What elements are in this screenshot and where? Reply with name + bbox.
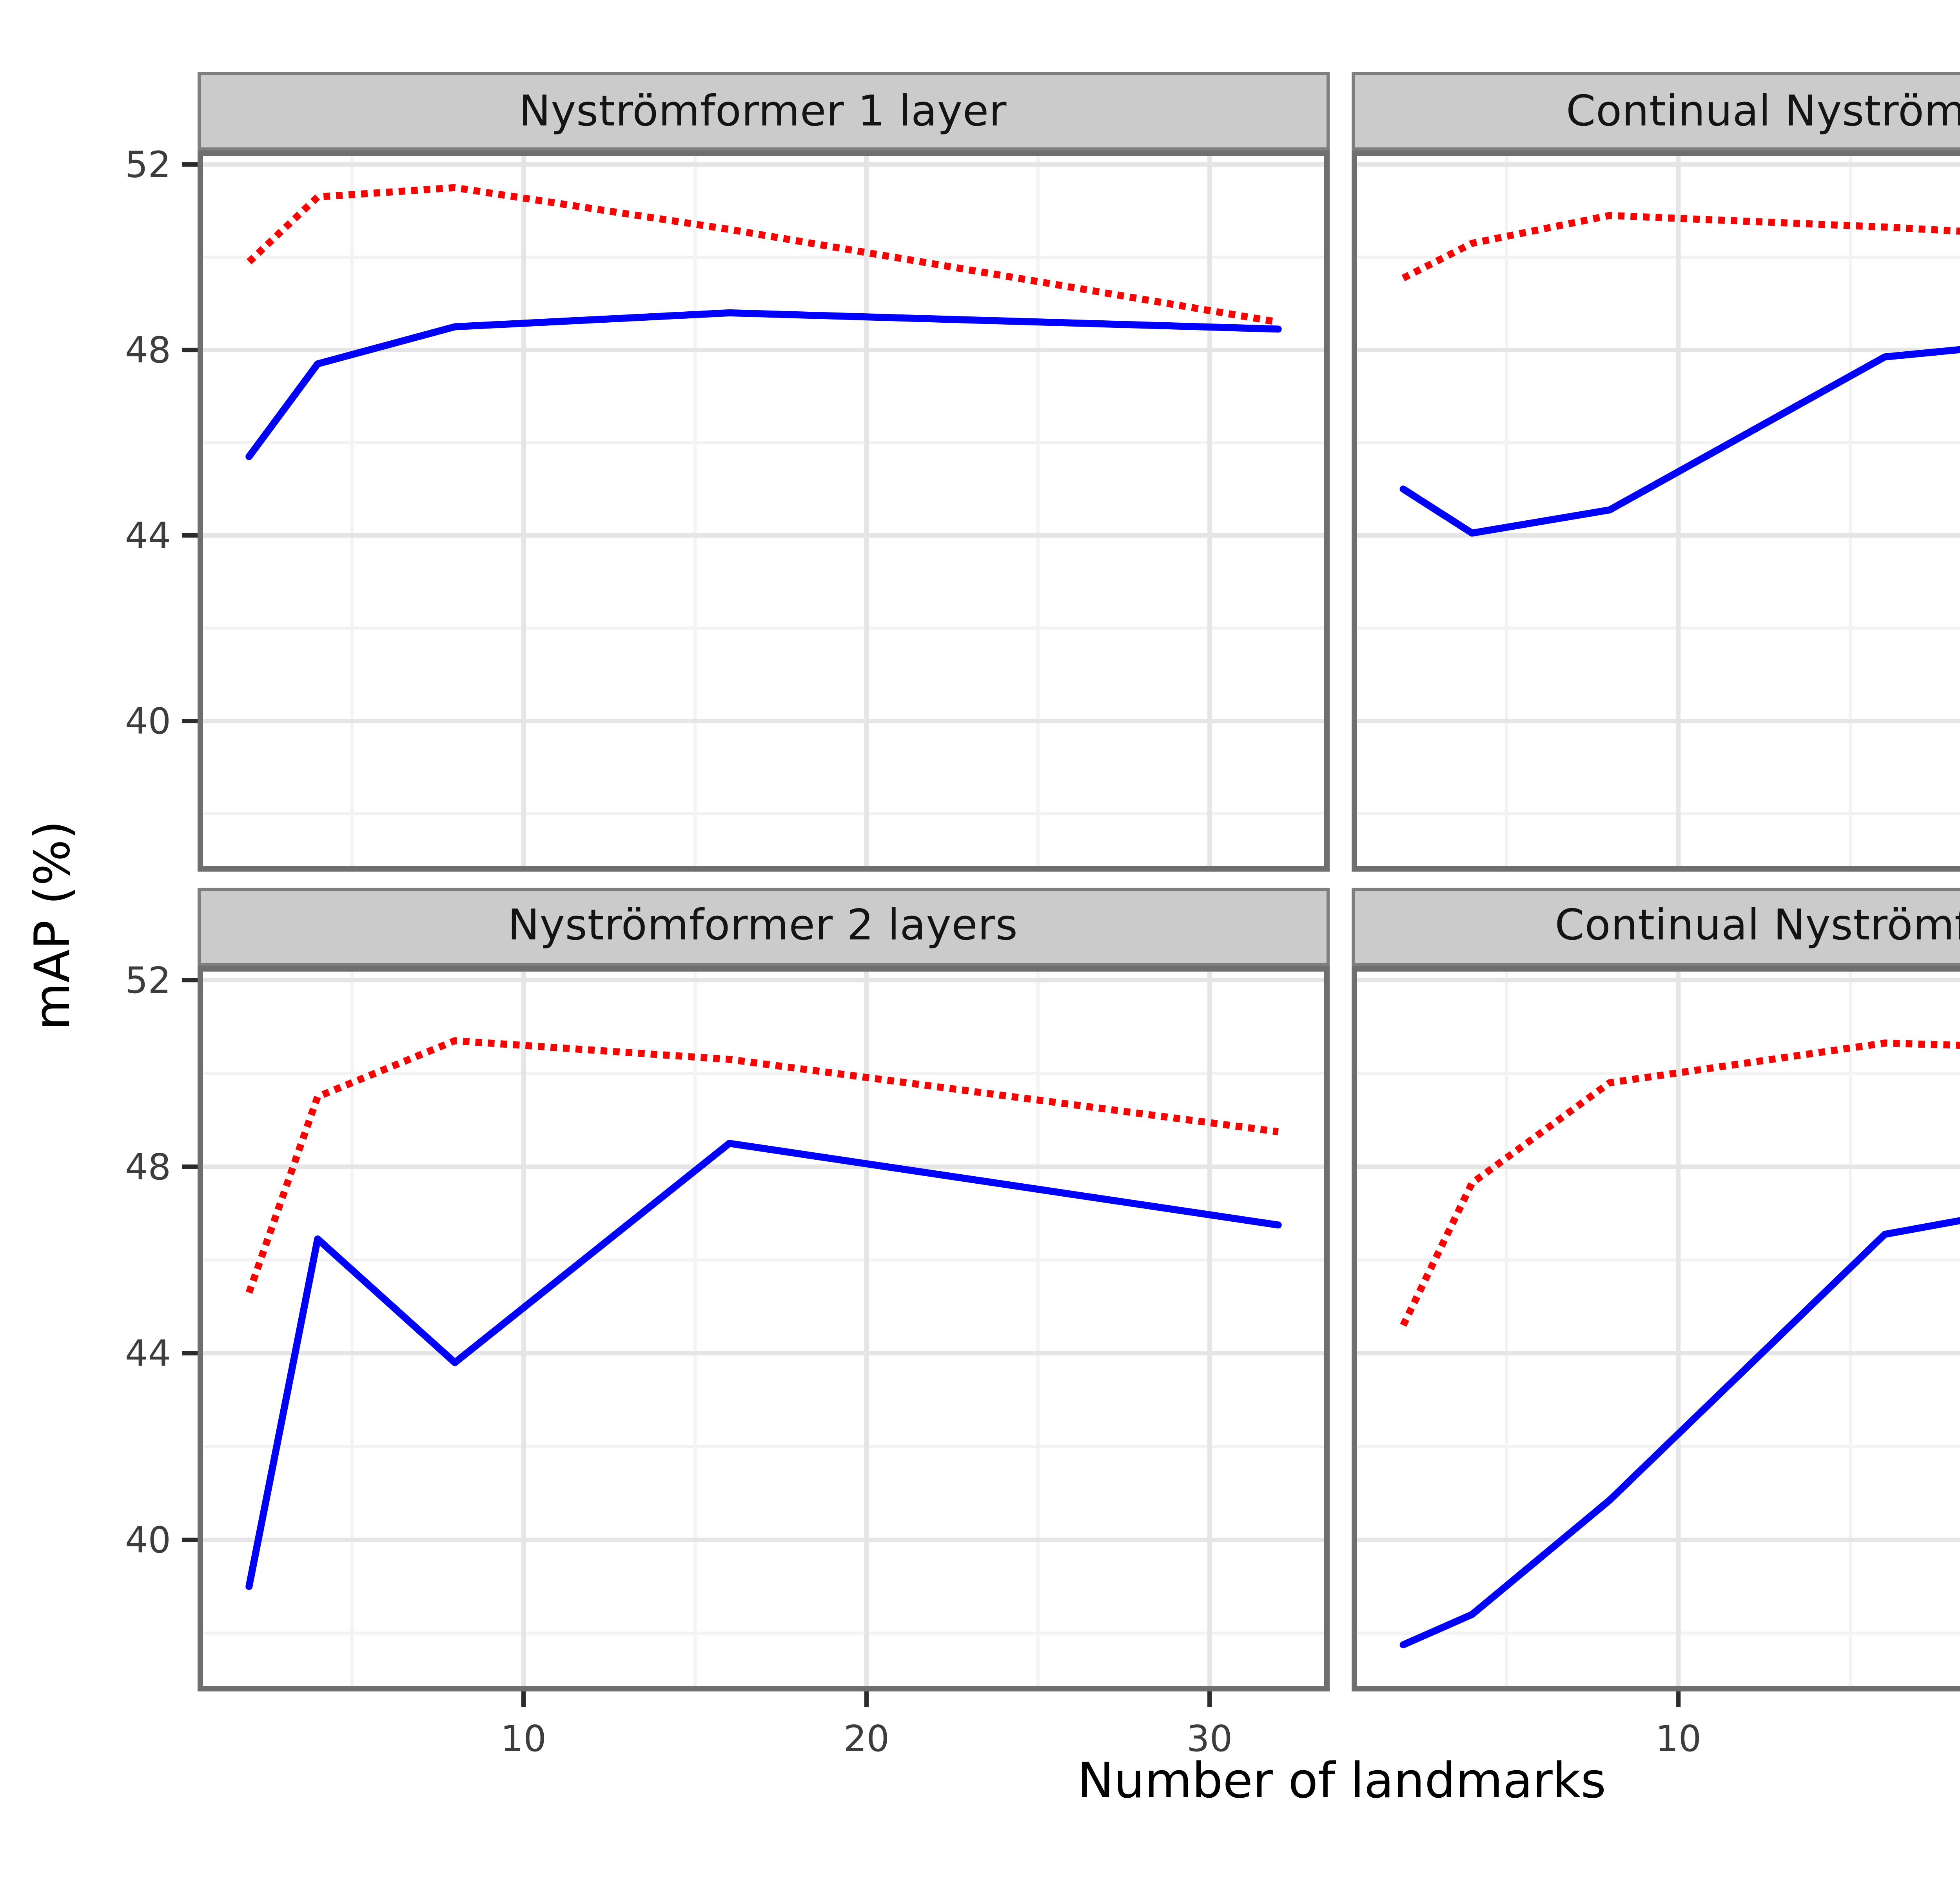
- svg-text:10: 10: [1655, 1717, 1701, 1759]
- x-axis-title: Number of landmarks: [1077, 1753, 1606, 1810]
- facet-plot-area: 40 44 48 52: [124, 144, 1329, 872]
- svg-text:48: 48: [124, 330, 170, 372]
- svg-text:40: 40: [124, 701, 170, 743]
- facet-plot-area: 10 20 30 40 44 48 52: [124, 959, 1329, 1759]
- facet-strip: Nyströmformer 2 layers: [197, 887, 1329, 966]
- facet-title: Continual Nyströmformer 1 layer: [1566, 87, 1960, 136]
- svg-text:44: 44: [124, 1332, 170, 1374]
- facet-title: Nyströmformer 2 layers: [508, 902, 1018, 951]
- facet-title: Continual Nyströmformer 2 layers: [1555, 902, 1960, 951]
- svg-text:20: 20: [843, 1717, 889, 1759]
- facet-strip: Nyströmformer 1 layer: [197, 73, 1329, 151]
- svg-text:30: 30: [1186, 1717, 1232, 1759]
- facet-strip: Continual Nyströmformer 1 layer: [1352, 73, 1960, 151]
- svg-text:10: 10: [500, 1717, 546, 1759]
- facet-strip: Continual Nyströmformer 2 layers: [1352, 887, 1960, 966]
- svg-text:44: 44: [124, 515, 170, 557]
- svg-text:52: 52: [124, 144, 170, 186]
- svg-text:52: 52: [124, 959, 170, 1001]
- facet-title: Nyströmformer 1 layer: [519, 87, 1007, 136]
- y-axis-title: mAP (%): [25, 820, 82, 1030]
- svg-text:40: 40: [124, 1519, 170, 1561]
- facet-plot-area: [1352, 151, 1960, 872]
- svg-text:48: 48: [124, 1146, 170, 1188]
